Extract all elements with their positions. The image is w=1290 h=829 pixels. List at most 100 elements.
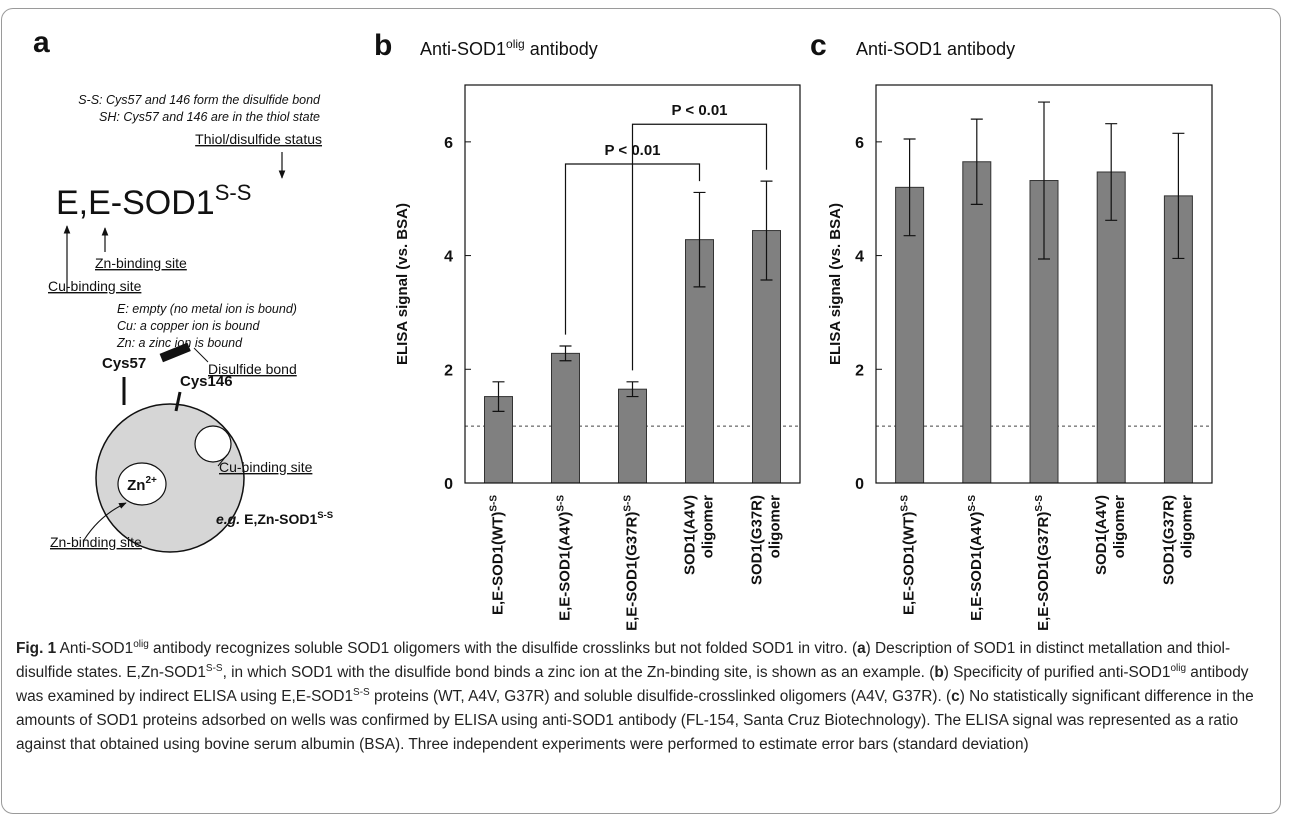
category-text: SOD1(G37R) oligomer: [1160, 495, 1196, 586]
disulfide-bar: [159, 342, 191, 363]
y-tick-label: 0: [855, 476, 864, 493]
y-tick-label: 4: [444, 249, 453, 266]
bar: [1096, 171, 1126, 484]
panel-a: a S-S: Cys57 and 146 form the disulfide …: [33, 26, 333, 553]
error-bar: [1105, 123, 1118, 221]
site-label: Zn-binding site: [50, 534, 142, 550]
error-bar: [626, 381, 639, 398]
caption-sup: olig: [1170, 662, 1187, 674]
category-sup: S-S: [966, 495, 978, 512]
site-label: Cu-binding site: [219, 459, 313, 475]
category-sup: S-S: [899, 495, 911, 512]
formula-sup: S-S: [215, 180, 252, 205]
panel-letter: c: [810, 29, 827, 62]
significance-bracket: [631, 123, 768, 371]
chart-title: Anti-SOD1olig antibody: [420, 37, 598, 59]
caption-text: proteins (WT, A4V, G37R) and soluble dis…: [369, 688, 952, 705]
category-text: E,E-SOD1(A4V): [556, 511, 574, 621]
category-text: SOD1(A4V) oligomer: [681, 495, 717, 576]
legend-text: E: empty (no metal ion is bound): [117, 302, 297, 316]
caption-text: antibody was examined by indirect ELISA …: [16, 664, 1249, 705]
panel-letter: a: [33, 26, 50, 59]
y-tick-label: 0: [444, 476, 453, 493]
error-bar: [1038, 101, 1050, 260]
figure-frame: [1, 8, 1281, 814]
title-main: Anti-SOD1: [856, 39, 942, 59]
example: e.g. E,Zn-SOD1S-S: [216, 510, 333, 527]
site-label: Disulfide bond: [208, 361, 297, 377]
leader: [217, 454, 228, 467]
caption-text: antibody recognizes soluble SOD1 oligome…: [148, 640, 858, 657]
title-suffix: antibody: [947, 39, 1015, 59]
category-text: E,E-SOD1(G37R): [1035, 511, 1052, 631]
plot-frame: [875, 84, 1213, 484]
caption-text: Anti-SOD1: [56, 640, 134, 657]
zn-main: Zn: [127, 477, 145, 494]
category-sup: S-S: [488, 495, 500, 512]
error-bar: [693, 191, 706, 288]
site-label: Zn-binding site: [95, 255, 187, 271]
note: SH: Cys57 and 146 are in the thiol state: [99, 110, 320, 124]
caption-bold: b: [934, 664, 944, 681]
cys-label: Cys57: [102, 355, 146, 372]
y-tick-label: 2: [444, 362, 453, 379]
category-text: E,E-SOD1(G37R): [623, 511, 641, 631]
caption-label: Fig. 1: [16, 640, 57, 657]
caption-sup: S-S: [353, 686, 370, 698]
bar: [551, 352, 580, 484]
category-text: E,E-SOD1(WT): [489, 511, 507, 616]
example-sup: S-S: [317, 510, 333, 521]
example-main: E,Zn-SOD1: [244, 511, 317, 527]
caption-bold: c: [951, 688, 960, 705]
y-tick-label: 6: [855, 135, 864, 152]
error-bar: [903, 138, 916, 237]
protein: [95, 403, 245, 553]
cu-site: [194, 425, 232, 463]
caption: Fig. 1 Anti-SOD1olig antibody recognizes…: [16, 637, 1278, 757]
bar: [618, 388, 647, 484]
caption-text: ) No statistically significant differenc…: [16, 688, 1254, 753]
plot-frame: [464, 84, 801, 484]
category-sup: S-S: [622, 495, 634, 512]
error-bar: [492, 381, 505, 412]
category-text: SOD1(G37R) oligomer: [748, 495, 784, 586]
category-sup: S-S: [1034, 495, 1045, 512]
example-prefix: e.g.: [216, 511, 240, 527]
zn-ion: Zn2+: [127, 475, 157, 494]
zn-sup: 2+: [145, 475, 157, 486]
y-axis-label: ELISA signal (vs. BSA): [394, 203, 411, 365]
panel-letter: b: [374, 29, 392, 62]
y-tick-label: 2: [855, 362, 864, 379]
caption-sup: S-S: [205, 662, 223, 674]
caption-text: , in which SOD1 with the disulfide bond …: [222, 664, 935, 681]
significance-label: P < 0.01: [671, 102, 727, 119]
y-tick-label: 4: [855, 249, 864, 266]
bar: [895, 186, 925, 484]
leader: [193, 347, 209, 363]
category-sup: S-S: [555, 495, 567, 512]
note: S-S: Cys57 and 146 form the disulfide bo…: [78, 93, 321, 107]
title-suffix: antibody: [530, 39, 598, 59]
error-bar: [1172, 132, 1185, 260]
error-bar: [559, 345, 572, 362]
y-tick-label: 6: [444, 135, 453, 152]
status-label: Thiol/disulfide status: [195, 131, 322, 147]
title-sup: olig: [506, 37, 525, 51]
legend-text: Cu: a copper ion is bound: [117, 319, 261, 333]
y-axis-label: ELISA signal (vs. BSA): [827, 203, 844, 365]
category-text: E,E-SOD1(WT): [900, 511, 918, 616]
legend-text: Zn: a zinc ion is bound: [116, 336, 243, 350]
category-text: E,E-SOD1(A4V): [967, 511, 985, 621]
formula-main: E,E-SOD1: [56, 184, 215, 222]
title-main: Anti-SOD1: [420, 39, 506, 59]
chart-title: Anti-SOD1 antibody: [856, 39, 1015, 59]
caption-bold: a: [857, 640, 866, 657]
category-text: SOD1(A4V) oligomer: [1093, 495, 1129, 576]
caption-text: ) Specificity of purified anti-SOD1: [943, 664, 1171, 681]
caption-sup: olig: [133, 638, 149, 650]
caption-text: ) Description of SOD1 in distinct metall…: [16, 640, 1231, 681]
cys-stick: [174, 391, 182, 412]
site-label: Cu-binding site: [48, 278, 142, 294]
